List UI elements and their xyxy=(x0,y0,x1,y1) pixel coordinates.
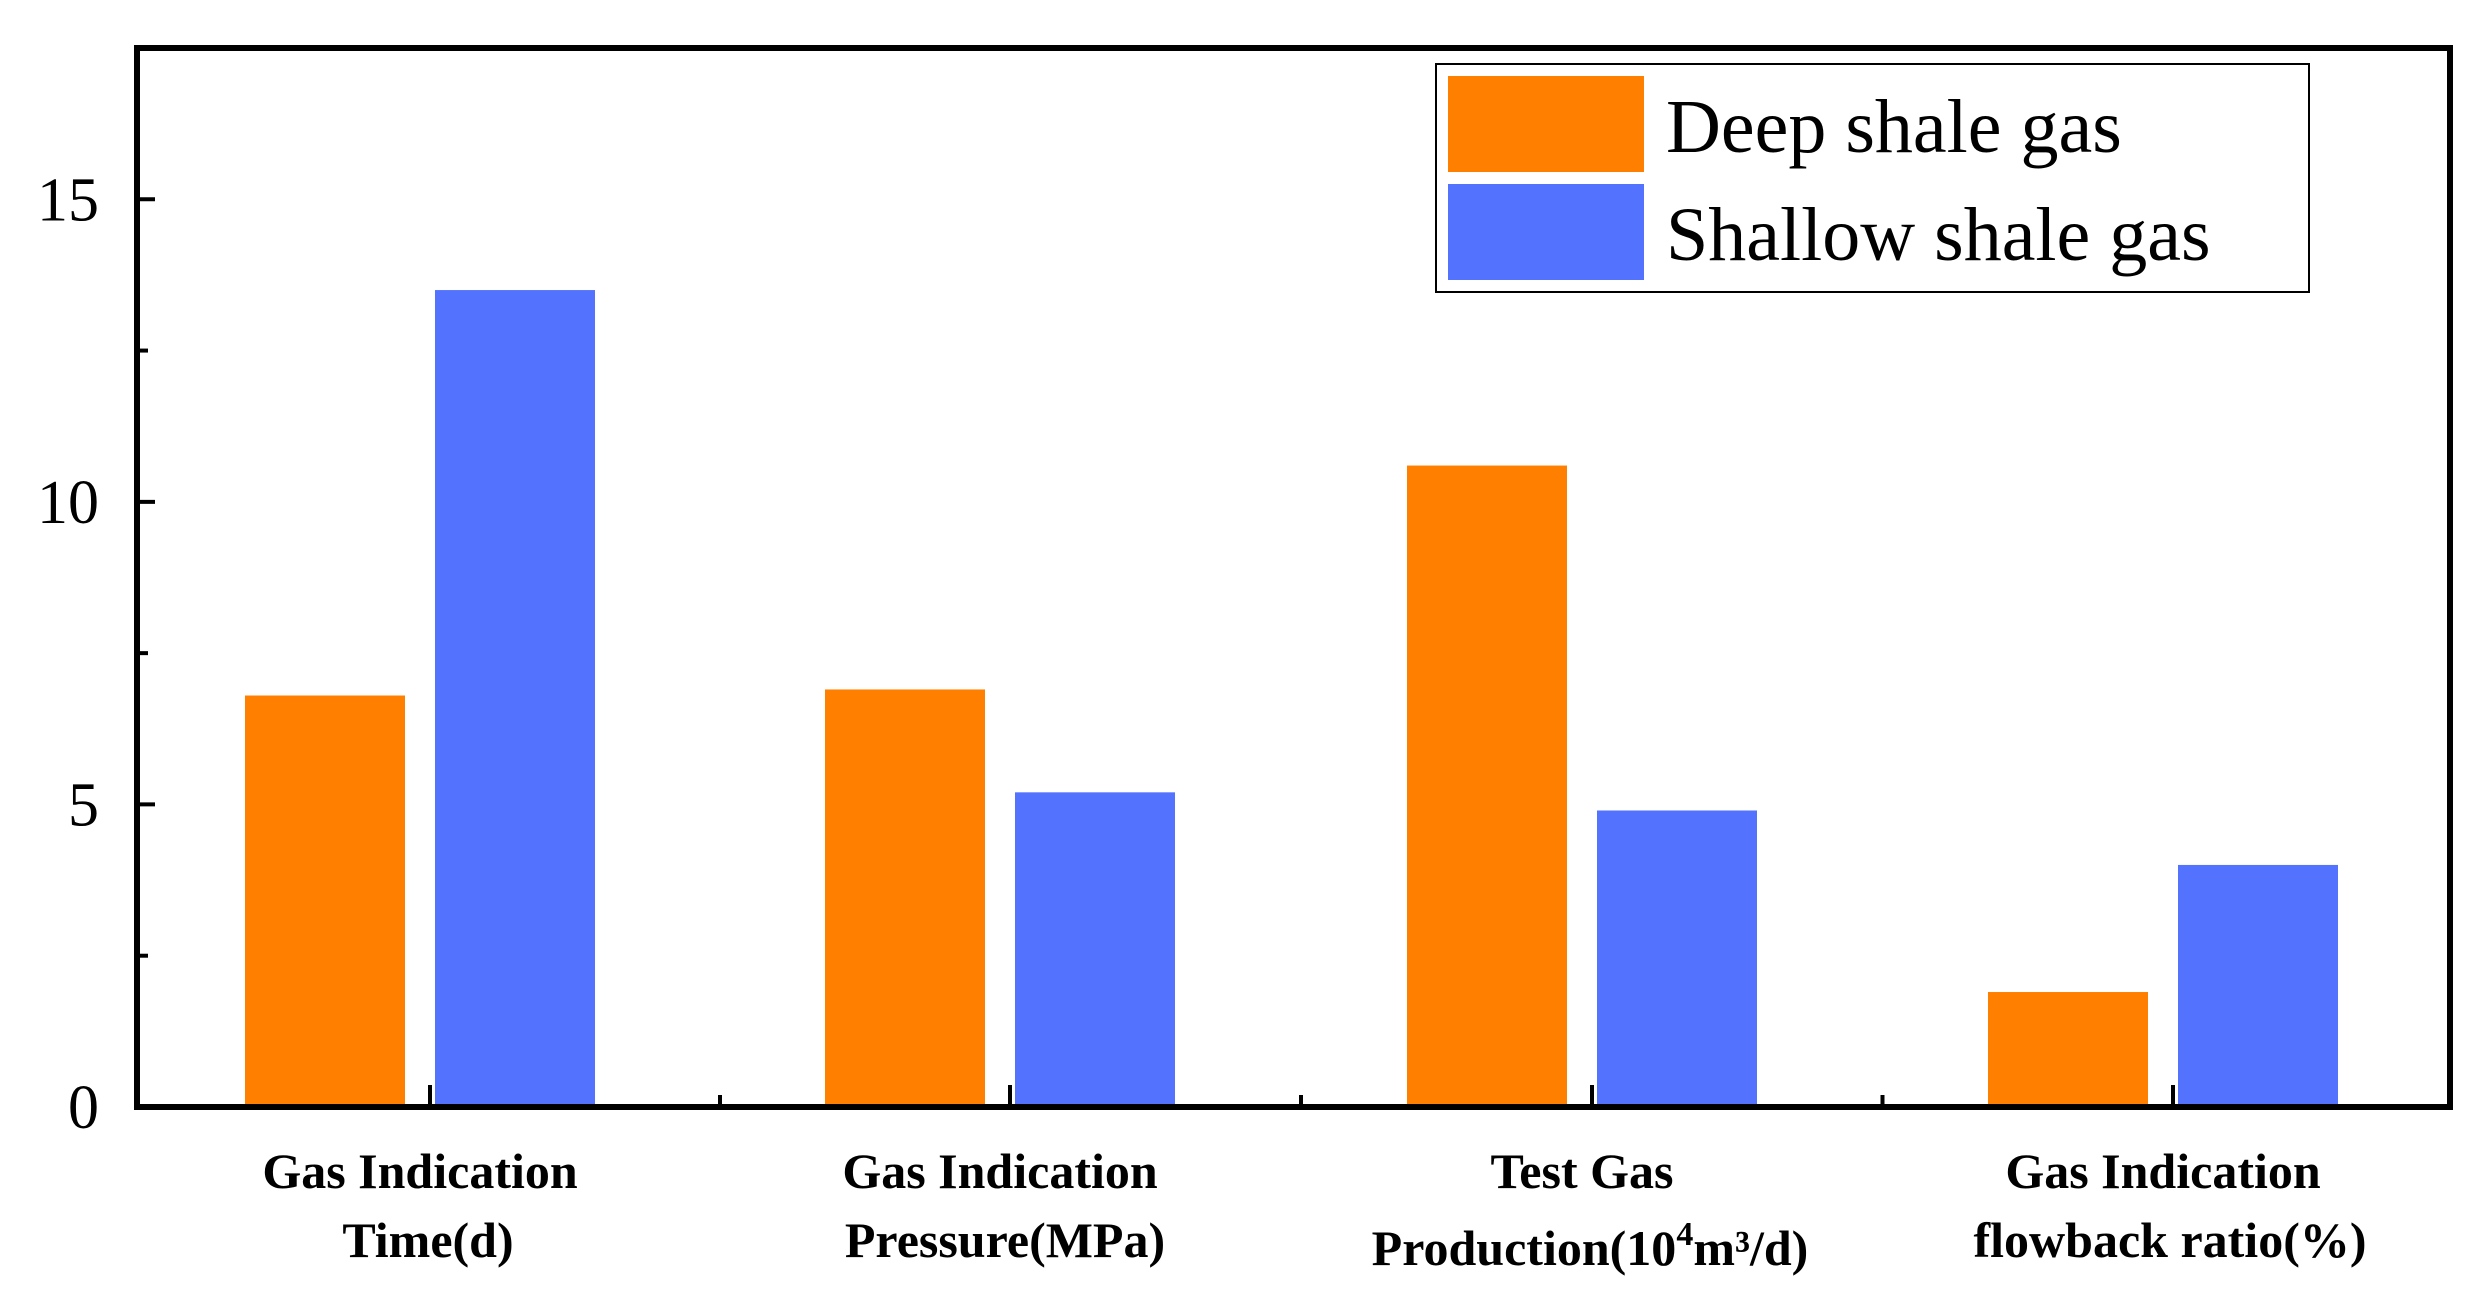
legend-swatch-shallow xyxy=(1448,184,1644,280)
y-tick-label-15: 15 xyxy=(37,166,99,234)
legend-label-deep: Deep shale gas xyxy=(1666,85,2122,169)
category-label-4-line2: flowback ratio(%) xyxy=(1974,1212,2367,1268)
category-label-3-line2-base: Production(10 xyxy=(1372,1220,1677,1276)
bar-deep-2 xyxy=(825,689,985,1107)
category-label-1-line2: Time(d) xyxy=(342,1212,513,1268)
bar-deep-3 xyxy=(1407,465,1567,1107)
category-label-1-line1: Gas Indication xyxy=(262,1143,578,1199)
y-tick-label-0: 0 xyxy=(68,1074,99,1142)
legend-swatch-deep xyxy=(1448,76,1644,172)
legend-label-shallow: Shallow shale gas xyxy=(1666,193,2211,277)
y-tick-label-10: 10 xyxy=(37,469,99,537)
category-label-3-line2-tail: m³/d) xyxy=(1693,1220,1808,1276)
x-axis-ticks xyxy=(428,1085,2175,1107)
category-label-2-line1: Gas Indication xyxy=(842,1143,1158,1199)
plot-frame xyxy=(134,45,2453,1110)
y-tick-label-5: 5 xyxy=(68,771,99,839)
bar-deep-1 xyxy=(245,695,405,1107)
y-axis-ticks: 0 5 10 15 xyxy=(37,166,155,1142)
bar-shallow-2 xyxy=(1015,792,1175,1107)
category-label-3-superscript: 4 xyxy=(1676,1216,1693,1253)
bar-deep-4 xyxy=(1988,992,2148,1107)
category-label-3-line2: Production(104m³/d) xyxy=(1372,1216,1809,1276)
legend: Deep shale gas Shallow shale gas xyxy=(1435,63,2310,293)
bar-shallow-1 xyxy=(435,290,595,1107)
bar-shallow-3 xyxy=(1597,810,1757,1107)
bars-group xyxy=(245,290,2338,1107)
category-label-3-line1: Test Gas xyxy=(1491,1143,1674,1199)
category-label-4-line1: Gas Indication xyxy=(2005,1143,2321,1199)
bar-shallow-4 xyxy=(2178,864,2338,1107)
category-label-2-line2: Pressure(MPa) xyxy=(845,1212,1165,1268)
